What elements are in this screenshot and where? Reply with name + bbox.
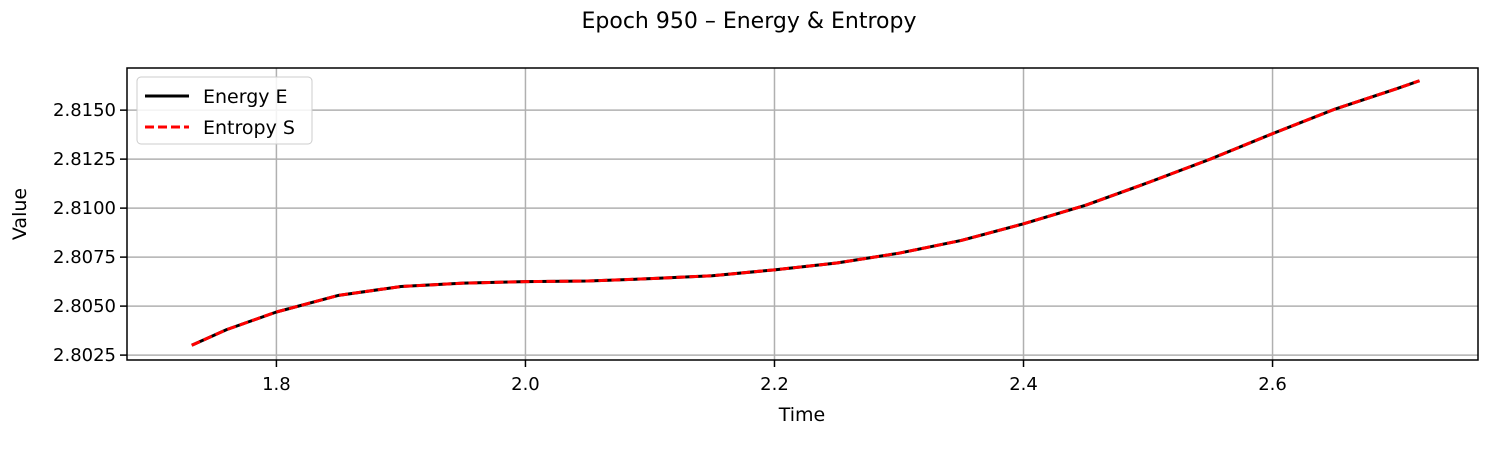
y-tick-label: 2.8050 bbox=[53, 296, 116, 317]
x-tick-label: 1.8 bbox=[262, 374, 291, 395]
plot-frame bbox=[126, 67, 1479, 361]
y-tick-label: 2.8075 bbox=[53, 247, 116, 268]
x-tick-label: 2.6 bbox=[1258, 374, 1287, 395]
legend-label-entropy: Entropy S bbox=[203, 117, 295, 139]
y-tick-label: 2.8025 bbox=[53, 345, 116, 366]
series-lines bbox=[191, 79, 1420, 347]
legend-label-energy: Energy E bbox=[203, 86, 288, 108]
y-tick-label: 2.8125 bbox=[53, 149, 116, 170]
legend: Energy E Entropy S bbox=[136, 76, 313, 145]
y-axis-label: Value bbox=[9, 188, 31, 240]
x-tick-label: 2.0 bbox=[511, 374, 540, 395]
legend-box bbox=[136, 76, 313, 145]
y-axis-ticks: 2.8025 2.8050 2.8075 2.8100 2.8125 2.8150 bbox=[53, 100, 127, 366]
x-tick-label: 2.4 bbox=[1009, 374, 1038, 395]
series-line-1 bbox=[191, 79, 1420, 347]
x-axis-ticks: 1.8 2.0 2.2 2.4 2.6 bbox=[262, 360, 1287, 395]
x-axis-label: Time bbox=[778, 404, 826, 426]
x-tick-label: 2.2 bbox=[760, 374, 789, 395]
y-tick-label: 2.8150 bbox=[53, 100, 116, 121]
y-tick-label: 2.8100 bbox=[53, 198, 116, 219]
grid bbox=[127, 68, 1478, 360]
chart-title: Epoch 950 – Energy & Entropy bbox=[582, 9, 917, 34]
